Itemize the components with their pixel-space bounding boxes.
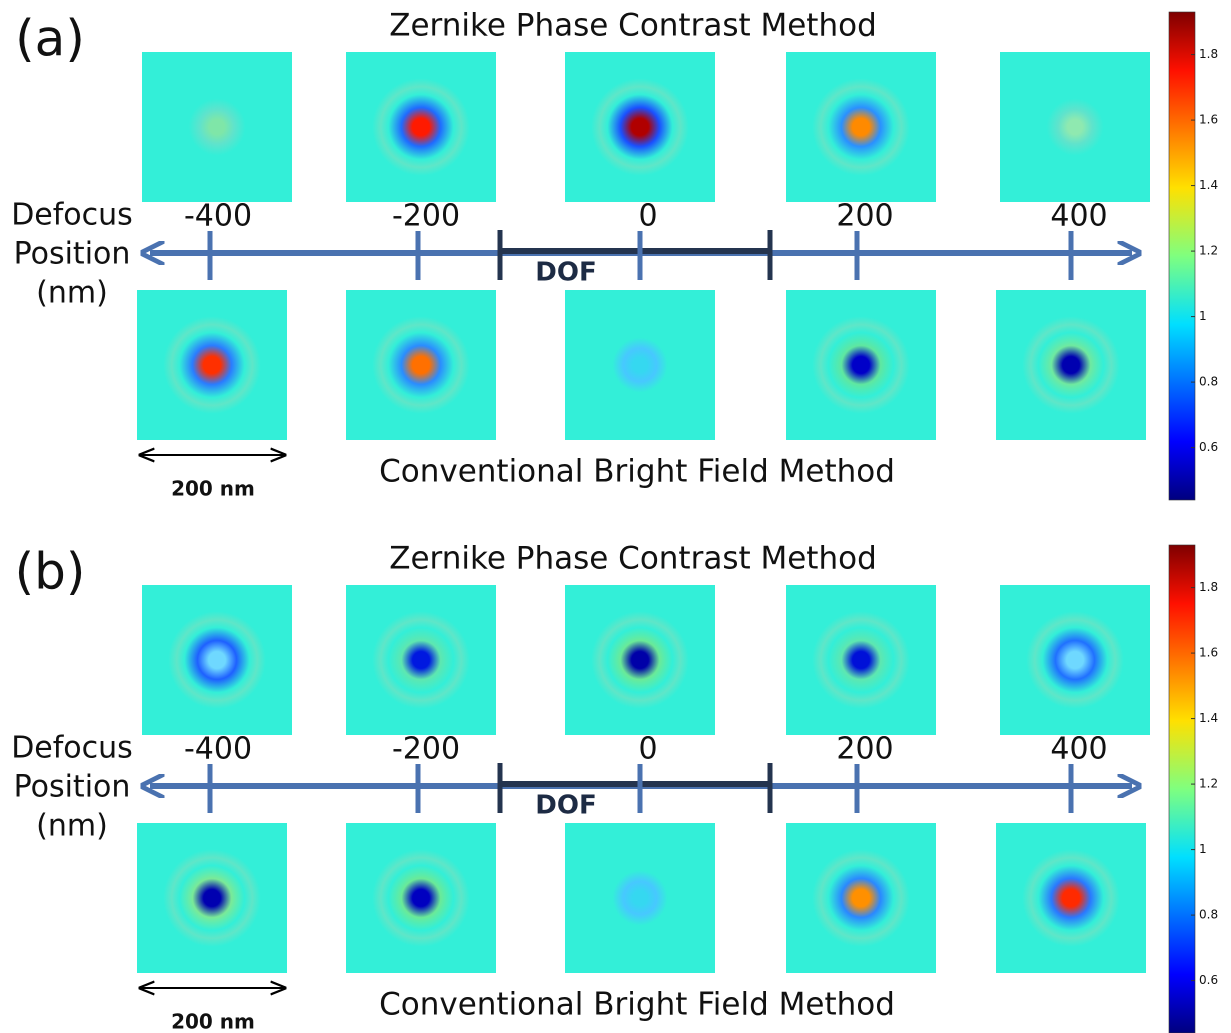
- colorbar-tick-label: 1.6: [1199, 113, 1218, 127]
- dof-label: DOF: [535, 791, 596, 821]
- spot: [575, 595, 705, 725]
- panel: (b) Zernike Phase Contrast Method Conventi…: [11, 541, 1218, 1033]
- defocus-label: -200: [392, 732, 460, 767]
- top-title: Zernike Phase Contrast Method: [389, 541, 877, 577]
- spot: [147, 300, 277, 430]
- axis-label: Defocus: [11, 731, 133, 766]
- defocus-label: 0: [638, 732, 657, 767]
- panel-label: (a): [15, 10, 85, 68]
- axis-label: Position: [14, 770, 131, 805]
- colorbar: [1168, 11, 1196, 501]
- spot: [1018, 70, 1132, 184]
- defocus-label: -200: [392, 199, 460, 234]
- scale-bar-label: 200 nm: [171, 477, 255, 501]
- axis-label: (nm): [36, 276, 108, 311]
- defocus-label: 200: [836, 199, 893, 234]
- spot: [1006, 300, 1136, 430]
- spot: [160, 70, 274, 184]
- spot: [796, 300, 926, 430]
- panel-label: (b): [15, 543, 86, 601]
- colorbar-tick-label: 1.4: [1199, 178, 1218, 192]
- defocus-label: 400: [1050, 199, 1107, 234]
- colorbar-tick-label: 1.8: [1199, 47, 1218, 61]
- spot: [585, 843, 695, 953]
- colorbar-tick-label: 0.6: [1199, 973, 1218, 987]
- colorbar-tick-label: 1.8: [1199, 580, 1218, 594]
- spot: [147, 833, 277, 963]
- colorbar-tick-label: 0.8: [1199, 908, 1218, 922]
- dof-label: DOF: [535, 258, 596, 288]
- bottom-title: Conventional Bright Field Method: [379, 454, 895, 490]
- axis-label: Defocus: [11, 198, 133, 233]
- colorbar-tick-label: 1: [1199, 309, 1207, 323]
- spot: [1010, 595, 1140, 725]
- colorbar-tick-label: 1.2: [1199, 777, 1218, 791]
- colorbar-tick-label: 1.4: [1199, 711, 1218, 725]
- colorbar-tick-label: 1.6: [1199, 646, 1218, 660]
- spot: [1006, 833, 1136, 963]
- spot: [575, 62, 705, 192]
- top-title: Zernike Phase Contrast Method: [389, 8, 877, 44]
- colorbar-tick-label: 0.6: [1199, 440, 1218, 454]
- defocus-label: -400: [184, 199, 252, 234]
- spot: [356, 62, 486, 192]
- scale-bar-label: 200 nm: [171, 1010, 255, 1033]
- colorbar-tick-label: 1.2: [1199, 244, 1218, 258]
- defocus-label: 400: [1050, 732, 1107, 767]
- colorbar-tick-label: 1: [1199, 842, 1207, 856]
- spot: [796, 595, 926, 725]
- spot: [356, 300, 486, 430]
- axis-label: (nm): [36, 809, 108, 844]
- spot: [796, 833, 926, 963]
- defocus-label: -400: [184, 732, 252, 767]
- defocus-label: 0: [638, 199, 657, 234]
- spot: [356, 595, 486, 725]
- panel: (a) Zernike Phase Contrast Method Conventi…: [11, 8, 1218, 501]
- defocus-label: 200: [836, 732, 893, 767]
- spot: [152, 595, 282, 725]
- spot: [796, 62, 926, 192]
- spot: [356, 833, 486, 963]
- bottom-title: Conventional Bright Field Method: [379, 987, 895, 1023]
- colorbar: [1168, 544, 1196, 1033]
- spot: [585, 310, 695, 420]
- axis-label: Position: [14, 237, 131, 272]
- colorbar-tick-label: 0.8: [1199, 375, 1218, 389]
